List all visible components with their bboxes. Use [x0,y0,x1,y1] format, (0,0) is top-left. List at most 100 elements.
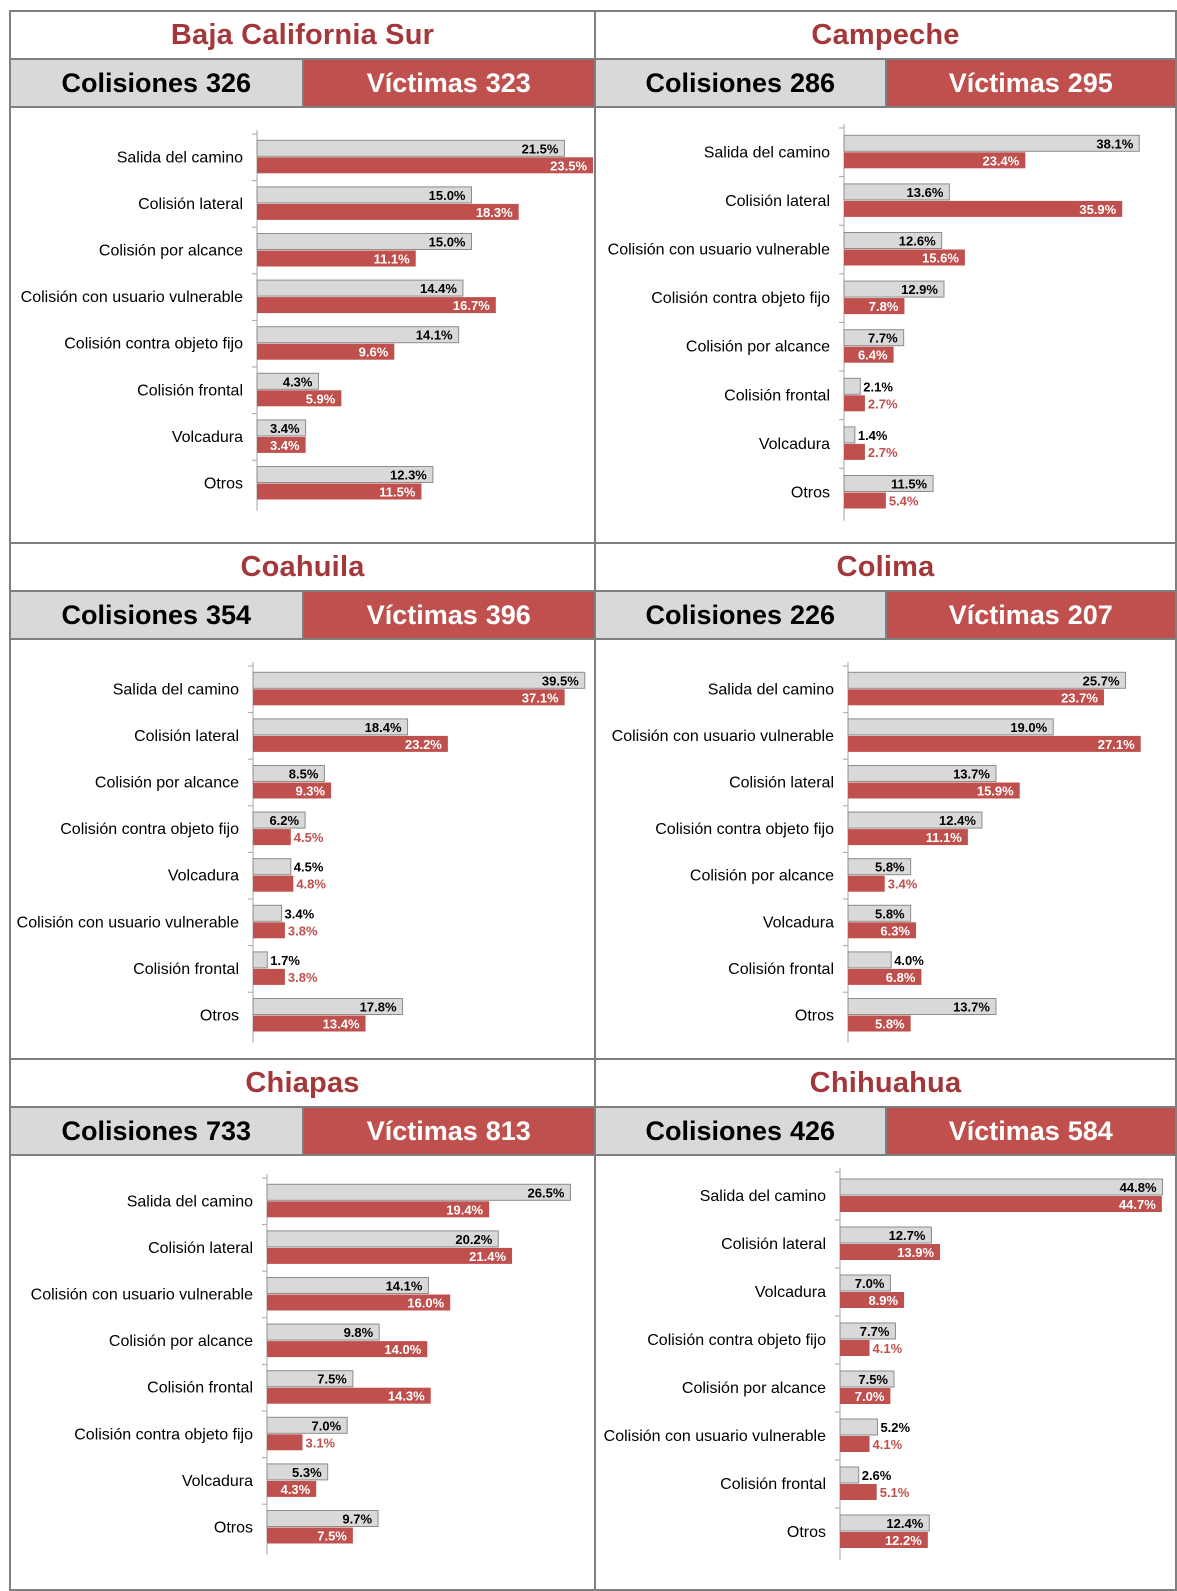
category-label: Salida del camino [117,149,243,166]
colisiones-value-label: 14.1% [386,1279,423,1294]
victimas-bar [848,689,1104,706]
victimas-count: 396 [485,599,531,630]
victimas-value-label: 27.1% [1098,737,1135,752]
colisiones-bar [843,475,934,492]
category-label: Colisión contra objeto fijo [74,1426,253,1443]
colisiones-bar [847,951,892,969]
victimas-bar [267,1434,303,1451]
victimas-value-label: 11.5% [379,485,416,500]
colisiones-bar [843,232,943,249]
colisiones-summary: Colisiones 286 [596,60,887,106]
colisiones-bar [843,134,1140,152]
colisiones-value-label: 15.0% [429,235,466,250]
victimas-bar [848,829,968,846]
colisiones-value-label: 21.5% [522,141,559,156]
victimas-value-label: 35.9% [1079,202,1116,217]
colisiones-value-label: 13.6% [907,185,944,200]
state-title: Campeche [811,18,960,51]
state-panel: Chihuahua Colisiones 426 Víctimas 584 Salida … [594,1058,1177,1591]
category-label: Otros [214,1520,253,1537]
colisiones-bar [839,1418,878,1436]
category-label: Otros [787,1524,826,1541]
category-label: Colisión con usuario vulnerable [608,242,830,259]
colisiones-bar [843,183,950,201]
victimas-value-label: 16.0% [407,1296,444,1311]
victimas-summary: Víctimas 813 [303,1108,594,1154]
victimas-value-label: 44.7% [1119,1197,1156,1212]
summary-bar: Colisiones 354 Víctimas 396 [11,590,594,640]
category-label: Colisión lateral [721,1236,826,1253]
colisiones-bar [843,280,945,298]
colisiones-bar [256,419,307,437]
victimas-label: Víctimas [948,1115,1060,1146]
colisiones-bar [266,1510,379,1527]
category-label: Colisión por alcance [99,243,243,260]
bar-chart: Salida del camino 44.8% 44.7% Colisión late… [604,1168,1164,1560]
colisiones-bar [252,765,325,782]
victimas-count: 584 [1067,1115,1113,1146]
victimas-count: 323 [485,67,531,98]
category-label: Salida del camino [704,144,830,161]
victimas-bar [257,343,395,360]
category-label: Colisión lateral [729,775,834,792]
colisiones-bar [256,466,434,483]
victimas-bar [840,1340,870,1356]
colisiones-value-label: 19.0% [1010,720,1047,735]
colisiones-bar [256,372,319,390]
colisiones-value-label: 4.3% [283,374,313,389]
victimas-bar [840,1244,941,1260]
colisiones-bar [839,1322,896,1340]
colisiones-bar [839,1466,860,1484]
bar-chart: Salida del camino 38.1% 23.4% Colisión late… [608,124,1140,521]
summary-bar: Colisiones 286 Víctimas 295 [596,58,1175,108]
victimas-bar [844,152,1026,169]
colisiones-bar [843,329,905,347]
victimas-value-label: 23.2% [405,737,442,752]
category-label: Colisión por alcance [95,775,239,792]
victimas-bar [844,492,886,509]
victimas-bar [840,1196,1162,1212]
category-label: Volcadura [755,1284,826,1301]
category-label: Salida del camino [113,681,239,698]
victimas-label: Víctimas [366,1115,478,1146]
colisiones-bar [252,671,586,689]
victimas-value-label: 14.0% [384,1342,421,1357]
colisiones-bar [266,1230,499,1248]
victimas-bar [253,829,291,846]
bar-chart: Salida del camino 26.5% 19.4% Colisión late… [31,1174,571,1555]
colisiones-value-label: 12.7% [889,1228,926,1243]
category-label: Otros [795,1008,834,1025]
victimas-label: Víctimas [948,67,1060,98]
colisiones-value-label: 14.4% [420,281,457,296]
victimas-summary: Víctimas 207 [886,592,1175,638]
victimas-value-label: 7.5% [317,1529,347,1544]
victimas-value-label: 21.4% [469,1249,506,1264]
colisiones-count: 354 [205,599,252,630]
category-label: Colisión frontal [724,387,830,404]
victimas-value-label: 4.3% [281,1482,311,1497]
colisiones-value-label: 2.6% [862,1468,892,1483]
colisiones-bar [256,326,460,344]
bar-chart: Salida del camino 21.5% 23.5% Colisión late… [21,130,594,511]
colisiones-bar [252,998,404,1015]
victimas-value-label: 9.6% [359,345,389,360]
state-panel: Coahuila Colisiones 354 Víctimas 396 Salida d… [9,542,596,1060]
victimas-bar [257,297,496,314]
category-label: Colisión contra objeto fijo [64,336,243,353]
victimas-value-label: 15.6% [922,251,959,266]
category-label: Colisión lateral [725,193,830,210]
victimas-label: Víctimas [366,599,478,630]
colisiones-bar [847,718,1054,736]
colisiones-bar [266,1183,571,1201]
bar-chart: Salida del camino 39.5% 37.1% Colisión late… [17,662,586,1043]
victimas-bar [253,782,332,799]
colisiones-value-label: 25.7% [1083,673,1120,688]
victimas-value-label: 4.1% [873,1437,903,1452]
victimas-count: 295 [1067,67,1113,98]
colisiones-value-label: 7.0% [855,1276,885,1291]
summary-bar: Colisiones 426 Víctimas 584 [596,1106,1175,1156]
victimas-bar [844,200,1123,217]
victimas-summary: Víctimas 584 [886,1108,1175,1154]
colisiones-count: 286 [789,67,836,98]
victimas-value-label: 3.8% [288,970,318,985]
